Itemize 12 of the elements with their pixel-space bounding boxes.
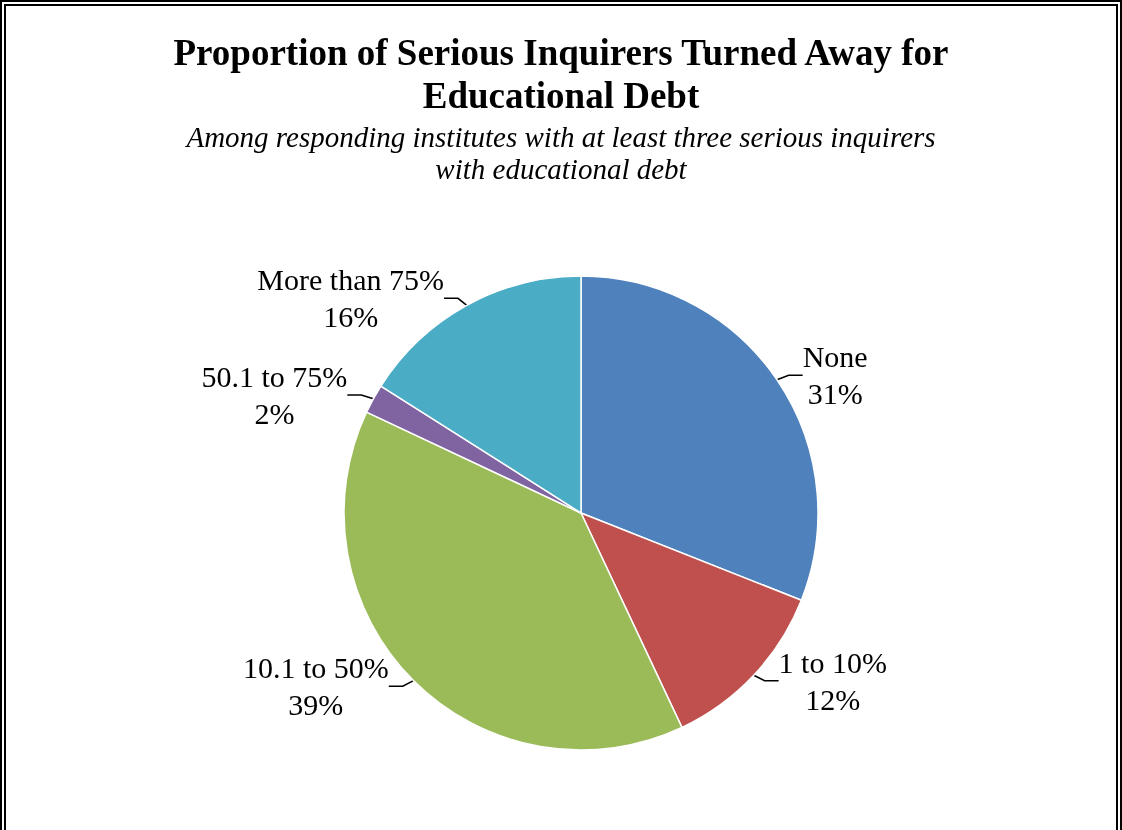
chart-title: Proportion of Serious Inquirers Turned Away for Educational Debt xyxy=(173,32,949,116)
chart-subtitle: Among responding institutes with at least three serious inquirers with educational debt xyxy=(184,121,936,185)
data-label: 12% xyxy=(805,682,861,716)
data-label: 2% xyxy=(254,396,295,430)
slice-label: 50.1 to 75% xyxy=(201,359,348,393)
data-label: 31% xyxy=(807,377,863,411)
slice-label: None xyxy=(802,340,868,374)
data-label: 39% xyxy=(288,688,344,722)
data-label: 16% xyxy=(323,300,379,334)
slice-label: 10.1 to 50% xyxy=(242,651,389,685)
slice-label: More than 75% xyxy=(257,263,444,297)
slice-label: 1 to 10% xyxy=(778,645,887,679)
